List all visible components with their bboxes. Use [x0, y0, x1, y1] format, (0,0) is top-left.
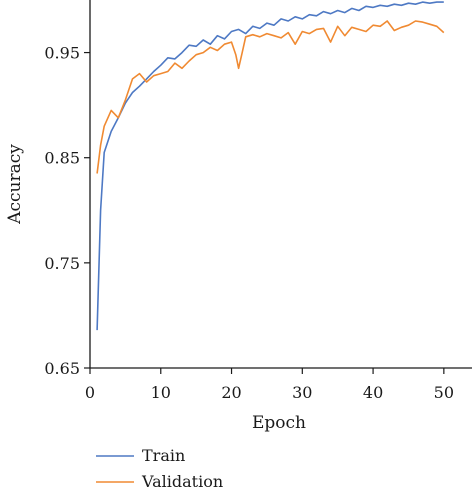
y-ticks: 0.65 0.75 0.85 0.95 — [44, 44, 90, 378]
x-ticks: 0 10 20 30 40 50 — [85, 368, 454, 402]
y-tick-label: 0.65 — [44, 359, 80, 378]
series-line-train — [96, 1, 444, 331]
axes — [89, 0, 472, 369]
y-tick-label: 0.85 — [44, 149, 80, 168]
y-tick-label: 0.75 — [44, 254, 80, 273]
legend-label-validation: Validation — [141, 472, 223, 491]
x-axis-title: Epoch — [252, 413, 306, 433]
x-tick-label: 40 — [363, 383, 383, 402]
x-tick-label: 30 — [292, 383, 312, 402]
x-tick-label: 50 — [434, 383, 454, 402]
legend-label-train: Train — [142, 446, 185, 465]
series-line-validation — [96, 20, 445, 174]
y-tick-label: 0.95 — [44, 44, 80, 63]
x-tick-label: 0 — [85, 383, 95, 402]
x-tick-label: 20 — [221, 383, 241, 402]
y-axis-title: Accuracy — [5, 144, 25, 225]
legend: Train Validation — [96, 446, 223, 491]
x-tick-label: 10 — [151, 383, 171, 402]
series-layer — [96, 1, 445, 331]
